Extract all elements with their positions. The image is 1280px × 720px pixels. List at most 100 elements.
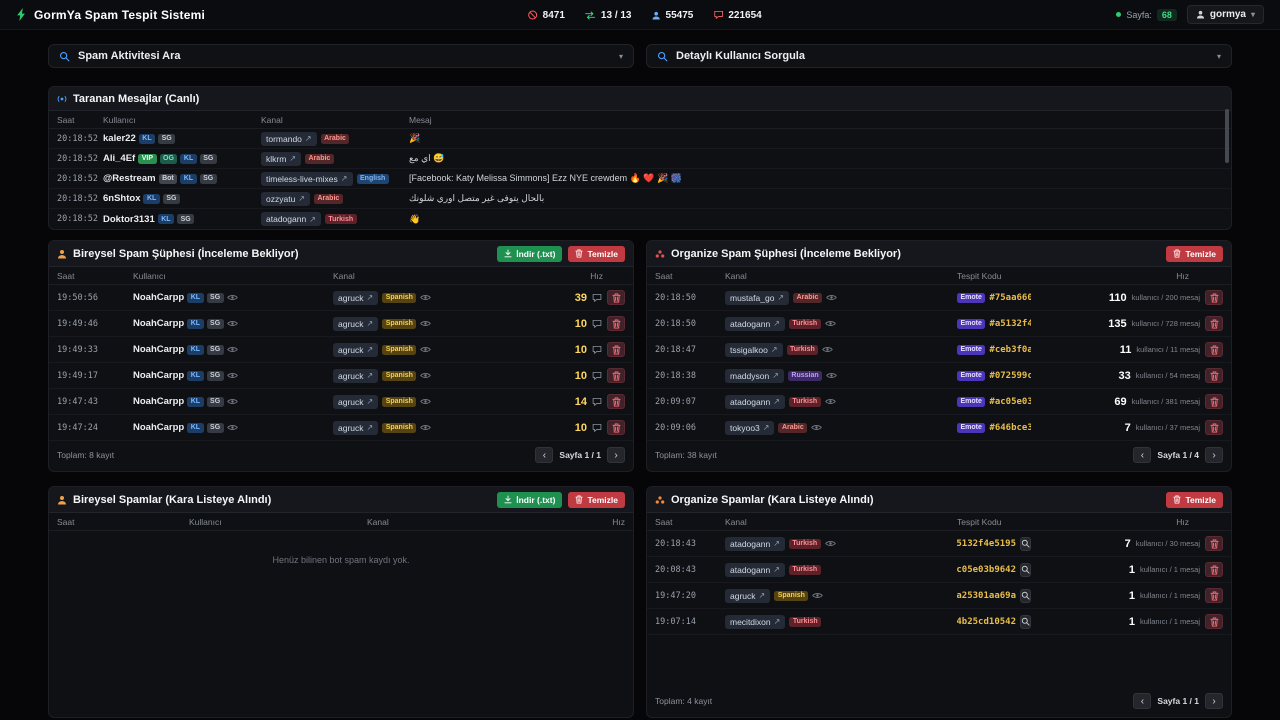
eye-icon[interactable] [826, 294, 837, 301]
delete-button[interactable] [1205, 368, 1223, 383]
eye-icon[interactable] [420, 294, 432, 301]
eye-icon[interactable] [420, 424, 432, 431]
clear-button[interactable]: Temizle [1166, 491, 1223, 508]
channel-link[interactable]: agruck ↗ [333, 316, 379, 331]
eye-icon[interactable] [226, 294, 238, 301]
channel-name: atadogann [730, 538, 771, 549]
delete-button[interactable] [607, 394, 625, 409]
inspect-code-button[interactable] [1020, 614, 1031, 629]
channel-link[interactable]: agruck ↗ [333, 290, 379, 305]
inspect-code-button[interactable] [1020, 588, 1031, 603]
eye-icon[interactable] [226, 372, 238, 379]
clear-button[interactable]: Temizle [568, 245, 625, 262]
delete-button[interactable] [1205, 614, 1223, 629]
message-text: [Facebook: Katy Melissa Simmons] Ezz NYE… [409, 173, 682, 183]
scrollbar-thumb[interactable] [1225, 109, 1229, 163]
view-messages-button[interactable] [592, 293, 602, 303]
channel-link[interactable]: atadogann ↗ [725, 562, 785, 577]
channel-link[interactable]: tokyoo3 ↗ [725, 420, 775, 435]
table-header: Saat Kanal Tespit Kodu Hız [647, 513, 1231, 531]
speed-cell: 39 [529, 290, 625, 305]
username: NoahCarpp [133, 292, 185, 303]
eye-icon[interactable] [226, 320, 238, 327]
eye-icon[interactable] [824, 540, 836, 547]
view-messages-button[interactable] [592, 423, 602, 433]
channel-link[interactable]: atadogann ↗ [725, 536, 785, 551]
eye-icon[interactable] [824, 398, 836, 405]
blacklist-entry-row: 19:07:14 mecitdixon↗Turkish #f4b25cd1054… [647, 609, 1231, 635]
search-row: Spam Aktivitesi Ara ▾ Detaylı Kullanıcı … [48, 44, 1232, 68]
eye-icon[interactable] [226, 346, 238, 353]
eye-icon[interactable] [420, 372, 432, 379]
clear-button-label: Temizle [587, 248, 618, 259]
delete-button[interactable] [1205, 394, 1223, 409]
user-query-search[interactable]: Detaylı Kullanıcı Sorgula ▾ [646, 44, 1232, 68]
delete-button[interactable] [607, 342, 625, 357]
user-menu[interactable]: gormya ▾ [1186, 5, 1264, 24]
spam-activity-search[interactable]: Spam Aktivitesi Ara ▾ [48, 44, 634, 68]
clear-button[interactable]: Temizle [568, 491, 625, 508]
delete-button[interactable] [607, 290, 625, 305]
channel-link[interactable]: agruck ↗ [333, 394, 379, 409]
delete-button[interactable] [1205, 588, 1223, 603]
view-messages-button[interactable] [592, 371, 602, 381]
prev-page-button[interactable]: ‹ [1133, 447, 1152, 463]
table-header: Saat Kullanıcı Kanal Hız [49, 513, 633, 531]
channel-link[interactable]: mustafa_go ↗ [725, 290, 790, 305]
channel-link[interactable]: atadogann ↗ [261, 212, 321, 226]
channel-link[interactable]: agruck ↗ [333, 420, 379, 435]
eye-icon[interactable] [811, 424, 823, 431]
delete-button[interactable] [1205, 290, 1223, 305]
channel-link[interactable]: ozzyatu ↗ [261, 191, 310, 206]
eye-icon[interactable] [826, 372, 837, 379]
delete-button[interactable] [1205, 316, 1223, 331]
channel-cell: ozzyatu ↗ Arabic [261, 191, 409, 206]
download-button[interactable]: İndir (.txt) [497, 245, 563, 262]
channel-link[interactable]: klkrm ↗ [261, 151, 302, 166]
username: Doktor3131 [103, 213, 155, 225]
channel-link[interactable]: agruck ↗ [333, 368, 379, 383]
delete-button[interactable] [1205, 562, 1223, 577]
channel-link[interactable]: tormando ↗ [261, 131, 317, 146]
eye-icon[interactable] [226, 398, 238, 405]
detection-code: #5a25301aa69a [957, 590, 1016, 601]
clear-button[interactable]: Temizle [1166, 245, 1223, 262]
channel-link[interactable]: atadogann ↗ [725, 316, 785, 331]
view-messages-button[interactable] [592, 397, 602, 407]
channel-link[interactable]: agruck ↗ [725, 588, 771, 603]
channel-link[interactable]: agruck ↗ [333, 342, 379, 357]
next-page-button[interactable]: › [607, 447, 625, 463]
eye-icon[interactable] [420, 346, 432, 353]
channel-link[interactable]: atadogann ↗ [725, 394, 785, 409]
delete-button[interactable] [607, 420, 625, 435]
eye-icon[interactable] [420, 320, 432, 327]
language-badge: Turkish [788, 538, 821, 549]
prev-page-button[interactable]: ‹ [1133, 693, 1152, 709]
delete-button[interactable] [1205, 420, 1223, 435]
group-cluster-icon [655, 249, 665, 259]
eye-icon[interactable] [812, 592, 824, 599]
download-button[interactable]: İndir (.txt) [497, 491, 563, 508]
view-messages-button[interactable] [592, 319, 602, 329]
channel-link[interactable]: timeless-live-mixes ↗ [261, 171, 353, 186]
channel-link[interactable]: maddyson ↗ [725, 368, 784, 383]
channel-link[interactable]: mecitdixon ↗ [725, 614, 786, 629]
next-page-button[interactable]: › [1205, 693, 1223, 709]
inspect-code-button[interactable] [1020, 536, 1031, 551]
eye-icon[interactable] [822, 346, 834, 353]
inspect-code-button[interactable] [1020, 562, 1031, 577]
delete-button[interactable] [607, 316, 625, 331]
delete-button[interactable] [607, 368, 625, 383]
next-page-button[interactable]: › [1205, 447, 1223, 463]
eye-icon[interactable] [824, 320, 836, 327]
view-messages-button[interactable] [592, 345, 602, 355]
prev-page-button[interactable]: ‹ [535, 447, 554, 463]
external-link-icon: ↗ [770, 345, 778, 354]
channel-link[interactable]: tssigalkoo ↗ [725, 342, 783, 357]
detection-code: #a5132f4e5195 [957, 538, 1016, 549]
delete-button[interactable] [1205, 536, 1223, 551]
delete-button[interactable] [1205, 342, 1223, 357]
col-speed: Hız [612, 516, 625, 527]
eye-icon[interactable] [420, 398, 432, 405]
eye-icon[interactable] [226, 424, 238, 431]
